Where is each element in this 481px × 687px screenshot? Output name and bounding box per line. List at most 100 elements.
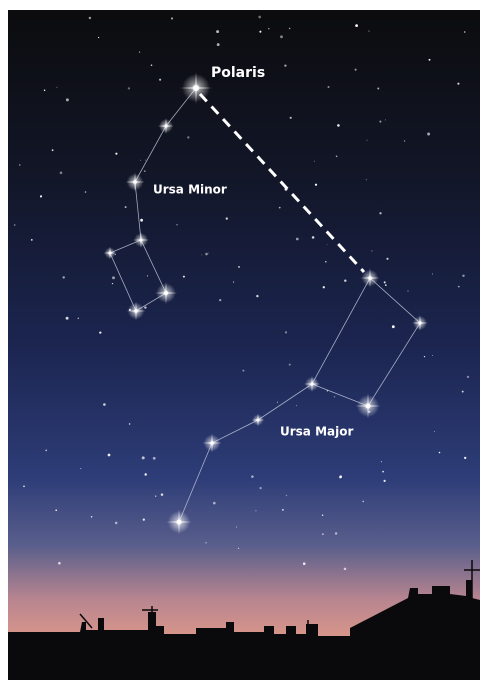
- star-core: [365, 403, 371, 409]
- background-star: [182, 275, 185, 278]
- background-star: [282, 509, 284, 511]
- background-star: [355, 24, 358, 27]
- background-star: [201, 254, 203, 256]
- background-star: [124, 206, 127, 209]
- sky: [8, 10, 480, 680]
- background-star: [139, 51, 141, 53]
- background-star: [322, 286, 325, 289]
- background-star: [160, 493, 164, 496]
- background-star: [384, 119, 386, 121]
- background-stars: [13, 15, 470, 571]
- background-star: [107, 453, 111, 457]
- background-star: [432, 354, 433, 356]
- background-star: [259, 30, 262, 33]
- background-star: [65, 98, 69, 102]
- label-polaris: Polaris: [211, 65, 265, 81]
- background-star: [59, 171, 63, 175]
- background-star: [225, 217, 228, 220]
- background-star: [379, 120, 382, 123]
- background-star: [84, 191, 87, 193]
- background-star: [128, 423, 131, 425]
- background-star: [384, 284, 387, 286]
- background-star: [321, 514, 324, 517]
- background-star: [268, 27, 270, 30]
- background-star: [368, 30, 370, 32]
- background-star: [114, 521, 118, 525]
- background-star: [377, 87, 380, 90]
- background-star: [170, 17, 174, 20]
- background-star: [379, 212, 382, 215]
- star-core: [193, 85, 199, 91]
- background-star: [391, 325, 395, 329]
- background-star: [155, 495, 157, 497]
- background-star: [428, 58, 431, 61]
- background-star: [380, 461, 383, 463]
- background-star: [464, 456, 467, 460]
- ursa-minor-lines: [109, 87, 197, 312]
- background-star: [326, 243, 328, 245]
- background-star: [344, 279, 347, 282]
- background-star: [112, 276, 115, 280]
- background-star: [322, 533, 324, 535]
- background-star: [462, 274, 465, 278]
- background-star: [62, 276, 65, 279]
- background-star: [427, 132, 431, 136]
- background-star: [354, 68, 357, 71]
- star-core: [210, 441, 214, 445]
- star-core: [139, 238, 143, 242]
- background-star: [314, 183, 318, 186]
- background-star: [30, 239, 33, 241]
- background-star: [88, 16, 92, 20]
- background-star: [284, 331, 288, 334]
- background-star: [335, 155, 338, 158]
- background-star: [152, 456, 156, 460]
- background-star: [383, 281, 386, 284]
- background-star: [19, 164, 21, 166]
- background-star: [99, 331, 102, 334]
- star-core: [176, 519, 182, 525]
- background-star: [382, 470, 384, 473]
- background-star: [238, 265, 240, 268]
- background-star: [216, 30, 220, 34]
- background-star: [404, 140, 406, 142]
- star-core: [368, 276, 372, 280]
- background-star: [55, 509, 57, 511]
- background-star: [339, 475, 342, 478]
- background-star: [77, 317, 80, 319]
- pointer-line: [198, 92, 366, 274]
- background-star: [237, 547, 240, 550]
- background-star: [371, 250, 373, 252]
- background-star: [383, 479, 386, 482]
- background-star: [258, 15, 262, 19]
- background-star: [313, 160, 315, 162]
- background-star: [56, 86, 58, 88]
- background-star: [142, 518, 145, 521]
- background-star: [213, 501, 216, 505]
- background-star: [280, 35, 283, 39]
- background-star: [13, 224, 16, 226]
- background-star: [51, 149, 54, 152]
- background-star: [457, 285, 460, 288]
- background-star: [207, 252, 209, 254]
- background-star: [140, 218, 144, 222]
- background-star: [407, 290, 409, 292]
- star-core: [163, 290, 169, 296]
- background-star: [296, 405, 298, 407]
- ursa-major-lines: [178, 277, 421, 523]
- background-star: [433, 430, 435, 432]
- background-star: [255, 510, 257, 512]
- antenna: [79, 613, 93, 629]
- background-star: [159, 78, 162, 81]
- background-star: [311, 236, 315, 239]
- background-star: [365, 179, 367, 181]
- background-star: [325, 261, 327, 263]
- background-star: [302, 562, 306, 565]
- background-star: [141, 456, 145, 460]
- background-star: [343, 567, 347, 571]
- background-star: [362, 500, 365, 503]
- star-core: [418, 321, 422, 325]
- background-star: [259, 486, 262, 490]
- background-star: [216, 43, 220, 47]
